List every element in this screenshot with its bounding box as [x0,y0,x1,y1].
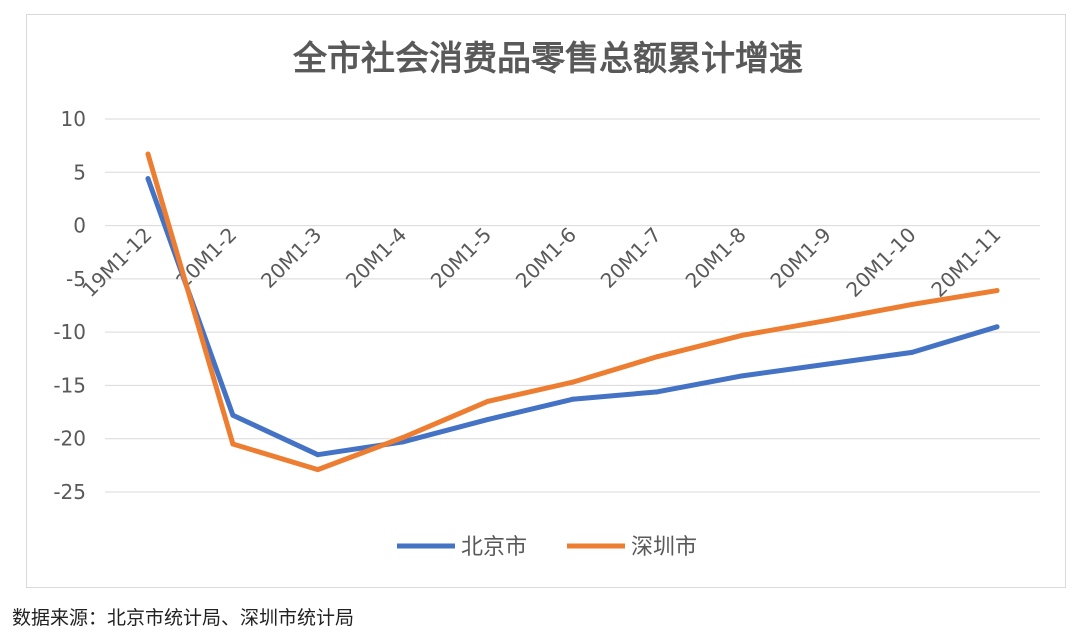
y-tick-label: 0 [73,214,86,238]
data-point [654,389,660,395]
data-point [400,435,406,441]
data-point [739,332,745,338]
y-tick-label: -20 [53,427,86,451]
data-point [230,441,236,447]
data-point [909,349,915,355]
y-tick-label: 5 [73,160,86,184]
data-point [315,452,321,458]
x-tick-label: 20M1-8 [681,223,751,293]
x-tick-label: 20M1-7 [596,223,666,293]
data-point [824,361,830,367]
series-line [145,176,1000,458]
data-point [909,301,915,307]
data-point [145,176,151,182]
y-tick-label: 10 [61,107,86,131]
data-point [570,379,575,385]
chart-title: 全市社会消费品零售总额累计增速 [292,39,803,79]
x-tick-label: 20M1-6 [511,223,581,293]
x-tick-label: 19M1-12 [77,223,156,302]
data-point [145,151,151,157]
data-point [654,354,660,360]
series-line [145,151,1000,473]
data-point [485,398,491,404]
data-point [315,467,321,473]
legend-label: 北京市 [461,535,527,560]
data-point [570,396,575,402]
data-point [994,288,1000,294]
x-tick-label: 20M1-4 [341,223,411,293]
y-tick-label: -10 [53,320,86,344]
y-tick-label: -15 [53,373,86,397]
data-point [824,317,830,323]
x-tick-label: 20M1-3 [256,223,326,293]
data-point [739,373,745,379]
y-tick-label: -25 [53,480,86,504]
legend-label: 深圳市 [631,535,697,560]
data-point [230,412,236,418]
x-tick-label: 20M1-10 [841,223,920,302]
x-tick-label: 20M1-2 [171,223,241,293]
data-point [994,324,1000,330]
x-tick-label: 20M1-5 [426,223,496,293]
data-point [485,417,491,423]
y-tick-label: -5 [66,267,86,291]
x-tick-label: 20M1-9 [765,223,835,293]
data-source-note: 数据来源：北京市统计局、深圳市统计局 [12,607,355,629]
